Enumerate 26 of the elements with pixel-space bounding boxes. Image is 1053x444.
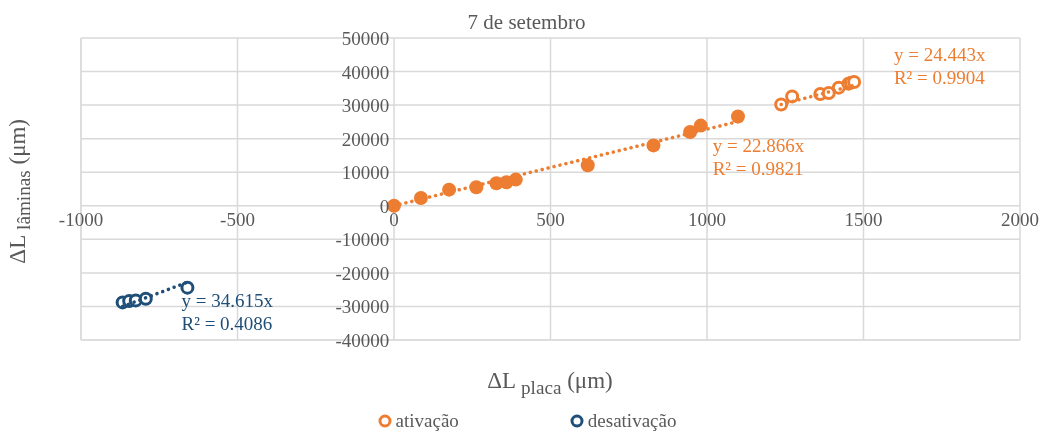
y-tick-label: 50000	[341, 28, 390, 49]
y-tick-label: -10000	[335, 229, 390, 251]
x-tick-label: -1000	[58, 209, 104, 231]
annotation: y = 34.615x	[181, 290, 274, 312]
x-tick-label: 2000	[1001, 209, 1039, 231]
y-tick-label: 20000	[341, 128, 390, 150]
y-tick-label: 0	[379, 195, 390, 217]
annotation: y = 24.443x	[893, 44, 986, 66]
x-tick-label: 1000	[688, 209, 726, 231]
y-tick-label: -40000	[335, 330, 390, 351]
annotation: R² = 0.4086	[181, 313, 273, 335]
y-tick-label: 10000	[341, 162, 390, 184]
legend-label: desativação	[587, 410, 677, 432]
y-tick-label: -30000	[335, 296, 390, 318]
x-tick-label: -500	[220, 209, 255, 231]
x-tick-label: 500	[536, 209, 565, 231]
y-tick-label: -20000	[335, 262, 390, 284]
x-axis-title: ΔL $_{placa}$ (μm)	[486, 368, 614, 399]
legend-label: ativação	[395, 410, 459, 432]
x-tick-label: 1500	[844, 209, 883, 231]
y-tick-label: 40000	[341, 61, 390, 83]
annotation: R² = 0.9821	[712, 157, 804, 179]
y-tick-label: 30000	[341, 95, 390, 117]
annotation: R² = 0.9904	[893, 67, 986, 89]
chart-title: 7 de setembro	[467, 10, 586, 34]
annotation: y = 22.866x	[712, 134, 805, 156]
